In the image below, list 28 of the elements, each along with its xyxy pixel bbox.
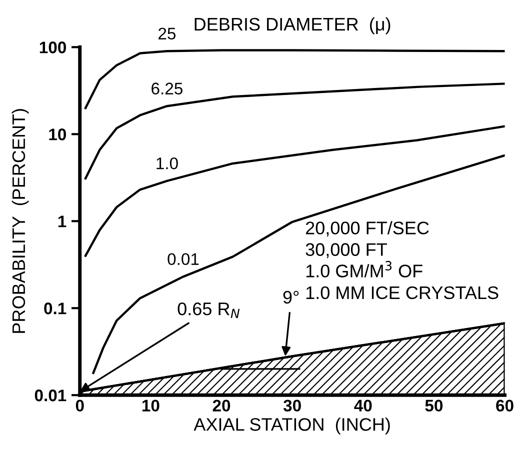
line-series: [84, 49, 505, 110]
x-tick-label: 60: [496, 400, 514, 412]
x-tick-label: 10: [142, 400, 160, 412]
annotation: 0.65 R$_{N}$: [178, 302, 240, 318]
x-tick-label: 40: [354, 400, 372, 412]
y-axis-title: PROBABILITY (PERCENT): [12, 109, 29, 333]
y-tick-label: 100: [40, 42, 66, 54]
chart-title: DEBRIS DIAMETER (μ): [194, 17, 390, 34]
annotation: 30,000 FT: [306, 243, 387, 258]
y-tick-label: 1: [58, 216, 66, 228]
y-tick-label: 0.01: [34, 390, 66, 402]
line-series: [84, 82, 505, 180]
x-axis-title: AXIAL STATION (INCH): [194, 418, 390, 434]
series-label: 1.0: [156, 157, 178, 170]
series-label: 0.01: [168, 253, 199, 266]
y-tick-label: 0.1: [44, 302, 66, 314]
annotation: 20,000 FT/SEC: [306, 221, 429, 237]
y-tick-label: 10: [49, 128, 66, 140]
x-tick-label: 50: [425, 400, 443, 412]
x-tick-label: 20: [212, 400, 230, 412]
annotation: 1.0 MM ICE CRYSTALS: [306, 286, 498, 300]
series-label: 25: [158, 28, 176, 40]
series-label: 6.25: [152, 82, 182, 94]
annotation: 9°: [283, 290, 299, 304]
x-tick-label: 0: [76, 400, 84, 412]
line-series: [92, 154, 505, 374]
annotation: 1.0 GM/M$^{3}$ OF: [306, 260, 422, 278]
x-tick-label: 30: [283, 400, 301, 412]
